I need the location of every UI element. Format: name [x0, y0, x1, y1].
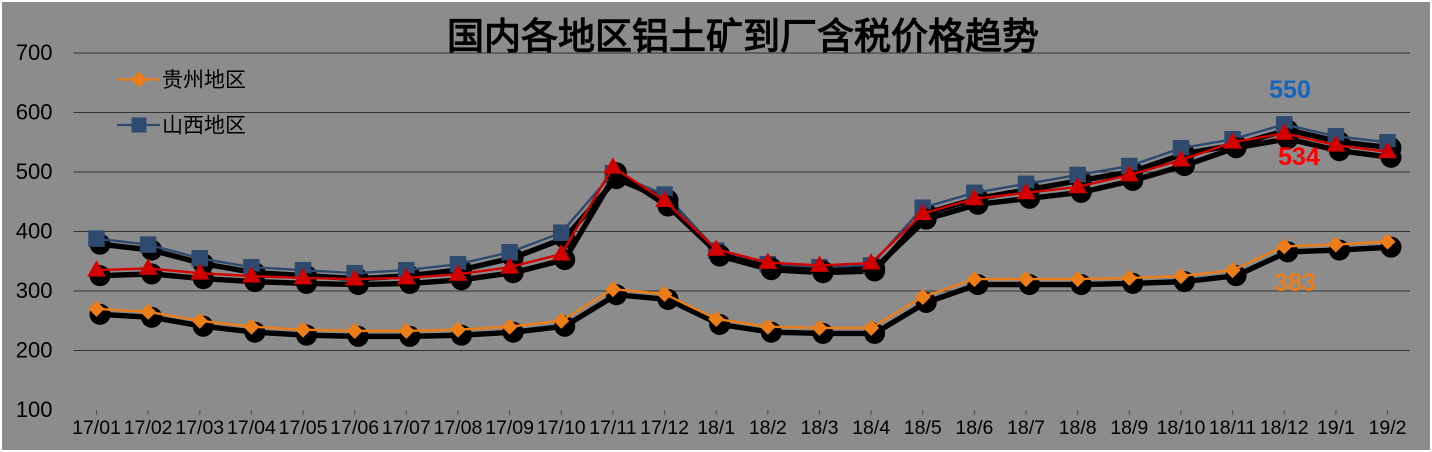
svg-text:300: 300 — [16, 278, 53, 303]
svg-text:18/3: 18/3 — [800, 417, 838, 439]
svg-text:17/08: 17/08 — [434, 417, 483, 439]
svg-text:700: 700 — [16, 40, 53, 65]
svg-text:100: 100 — [16, 397, 53, 422]
svg-text:17/10: 17/10 — [537, 417, 586, 439]
svg-text:17/05: 17/05 — [279, 417, 328, 439]
svg-text:400: 400 — [16, 219, 53, 244]
svg-text:18/11: 18/11 — [1209, 417, 1256, 439]
svg-text:17/12: 17/12 — [640, 417, 689, 439]
svg-text:200: 200 — [16, 338, 53, 363]
svg-text:18/12: 18/12 — [1260, 417, 1309, 439]
svg-text:17/06: 17/06 — [330, 417, 379, 439]
svg-text:17/03: 17/03 — [175, 417, 224, 439]
svg-text:17/09: 17/09 — [485, 417, 534, 439]
svg-text:18/10: 18/10 — [1157, 417, 1206, 439]
svg-text:18/1: 18/1 — [697, 417, 735, 439]
svg-text:19/2: 19/2 — [1369, 417, 1407, 439]
svg-text:贵州地区: 贵州地区 — [162, 69, 246, 92]
svg-text:山西地区: 山西地区 — [162, 115, 246, 138]
svg-text:18/9: 18/9 — [1110, 417, 1148, 439]
svg-text:600: 600 — [16, 100, 53, 125]
svg-text:18/8: 18/8 — [1059, 417, 1097, 439]
svg-text:550: 550 — [1269, 76, 1311, 104]
svg-text:18/4: 18/4 — [852, 417, 890, 439]
svg-text:500: 500 — [16, 159, 53, 184]
svg-text:18/7: 18/7 — [1007, 417, 1045, 439]
svg-text:17/11: 17/11 — [589, 417, 636, 439]
svg-text:18/6: 18/6 — [955, 417, 993, 439]
svg-text:17/01: 17/01 — [72, 417, 121, 439]
svg-text:18/5: 18/5 — [904, 417, 942, 439]
svg-text:17/02: 17/02 — [124, 417, 173, 439]
svg-text:17/04: 17/04 — [227, 417, 276, 439]
svg-text:383: 383 — [1274, 269, 1316, 297]
svg-text:534: 534 — [1278, 143, 1320, 171]
svg-text:18/2: 18/2 — [749, 417, 787, 439]
svg-text:17/07: 17/07 — [382, 417, 431, 439]
svg-text:19/1: 19/1 — [1317, 417, 1355, 439]
